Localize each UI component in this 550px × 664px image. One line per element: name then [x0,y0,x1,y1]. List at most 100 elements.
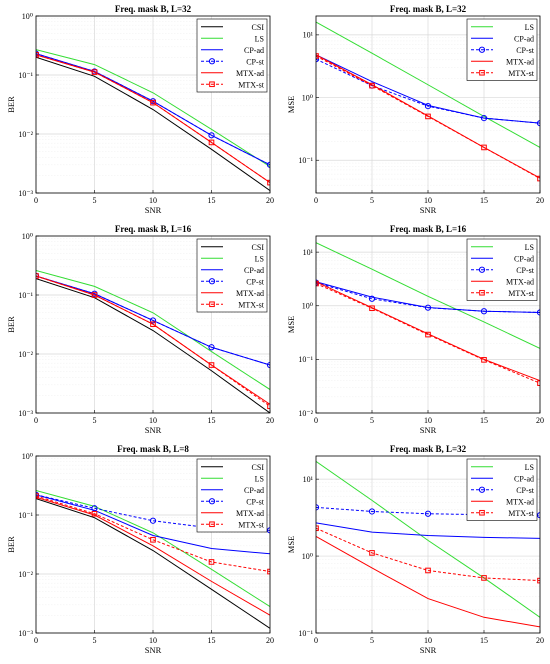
y-axis-label: MSE [286,536,296,553]
series-line-mtx-ad [316,536,540,628]
legend: LS CP-ad CP-st MTX-ad MTX-st [466,458,538,521]
data-point-cp-st [424,103,432,110]
data-point-cp-st [368,508,376,515]
x-tick-label: 5 [370,416,374,425]
legend: CSI LS CP-ad CP-st MTX-ad MTX-st [196,458,268,533]
series-line-ls [316,242,540,349]
data-point-cp-st [424,304,432,311]
data-point-mtx-st [481,357,487,363]
x-tick-label: 5 [370,636,374,645]
series-line-csi [36,56,270,191]
series-line-ls [36,49,270,168]
legend-label-cp-ad: CP-ad [514,474,534,483]
legend-label-cp-st: CP-st [246,57,265,66]
legend-label-cp-st: CP-st [246,497,265,506]
legend-label-cp-st: CP-st [246,277,265,286]
data-point-cp-st [208,132,215,139]
series-line-ls [316,461,540,618]
data-point-cp-st [480,308,488,315]
legend-marker-mtx-st [209,521,215,528]
legend: LS CP-ad CP-st MTX-ad MTX-st [466,18,538,81]
chart-panel-4: 0 5 10 15 20 10⁻² 10⁻¹ 10⁰ 10¹ Freq. mask B, L=16… [286,224,544,435]
legend-marker-cp-st [208,498,216,505]
x-axis-label: SNR [420,645,437,655]
legend-label-mtx-st: MTX-st [508,289,535,298]
legend-marker-mtx-st [479,69,485,76]
x-tick-label: 20 [266,416,274,425]
series-group [36,49,270,191]
y-axis-label: BER [6,536,16,553]
legend-label-cp-st: CP-st [516,266,535,275]
legend-label-csi: CSI [252,243,265,252]
data-point-mtx-st [208,559,215,565]
y-axis-label: BER [6,316,16,333]
x-axis-label: SNR [145,425,162,435]
y-tick-label: 10⁻² [18,130,33,139]
legend-label-csi: CSI [252,463,265,472]
legend-box [196,238,268,313]
series-line-csi [36,498,270,629]
y-tick-label: 10⁻¹ [18,71,33,80]
legend-label-mtx-st: MTX-st [238,300,265,309]
data-point-mtx-st [91,510,98,517]
series-group [316,21,540,182]
y-tick-label: 10⁰ [22,452,33,461]
series-line-cp-st [36,494,270,531]
chart-title: Freq. mask B, L=32 [390,4,467,14]
y-tick-label: 10⁻² [298,409,313,418]
chart-panel-5: 0 5 10 15 20 10⁻³ 10⁻² 10⁻¹ 10⁰ Freq. mask B, L=8… [6,444,274,655]
y-tick-label: 10⁻³ [18,189,33,198]
x-tick-label: 20 [266,196,274,205]
x-tick-label: 0 [314,416,318,425]
y-tick-label: 10⁻¹ [298,355,313,364]
data-point-mtx-st [150,99,156,106]
x-tick-label: 20 [266,636,274,645]
legend-label-ls: LS [525,243,534,252]
legend-label-cp-ad: CP-ad [244,486,264,495]
chart-title: Freq. mask B, L=16 [390,224,467,234]
y-axis-label: BER [6,96,16,113]
x-tick-label: 15 [208,636,216,645]
series-group [36,270,270,413]
y-axis-label: MSE [286,96,296,113]
legend: CSI LS CP-ad CP-st MTX-ad MTX-st [196,238,268,313]
y-tick-label: 10⁰ [302,552,313,561]
legend-box [466,18,538,81]
legend-label-ls: LS [525,463,534,472]
data-point-mtx-st [369,550,375,556]
data-point-mtx-st [91,292,98,298]
x-tick-label: 15 [480,416,488,425]
data-point-cp-st [208,344,215,351]
series-line-cp-ad [316,522,540,539]
legend-label-mtx-st: MTX-st [238,520,265,529]
legend-label-ls: LS [255,474,264,483]
x-tick-label: 5 [93,636,97,645]
series-line-cp-st [316,58,540,124]
data-point-mtx-st [208,362,215,368]
data-point-cp-st [480,114,488,122]
data-point-mtx-st [267,179,270,186]
chart-title: Freq. mask B, L=16 [115,224,192,234]
data-point-cp-st [91,505,98,512]
chart-title: Freq. mask B, L=8 [117,444,189,454]
chart-panel-2: 0 5 10 15 20 10⁻¹ 10⁰ 10¹ Freq. mask B, L=32 SNR M… [286,4,544,215]
legend-label-cp-ad: CP-ad [514,34,534,43]
data-point-mtx-st [208,139,215,146]
legend-marker-cp-st [478,46,486,53]
data-point-mtx-st [150,321,156,327]
data-point-cp-st [536,309,540,316]
legend-label-csi: CSI [252,23,265,32]
legend: LS CP-ad CP-st MTX-ad MTX-st [466,238,538,301]
series-group [316,242,540,386]
legend-label-cp-st: CP-st [516,46,535,55]
x-tick-label: 0 [34,196,38,205]
legend-marker-cp-st [208,278,216,285]
data-point-cp-st [424,510,432,517]
x-tick-label: 15 [480,196,488,205]
series-line-mtx-st [36,54,270,184]
chart-panel-3: 0 5 10 15 20 10⁻³ 10⁻² 10⁻¹ 10⁰ Freq. mask B, L=1… [6,224,274,435]
chart-panel-6: 0 5 10 15 20 10⁻¹ 10⁰ 10¹ Freq. mask B, L=32 SNR M… [286,444,544,655]
x-axis-label: SNR [145,205,162,215]
series-line-ls [316,21,540,148]
series-line-mtx-ad [316,281,540,382]
